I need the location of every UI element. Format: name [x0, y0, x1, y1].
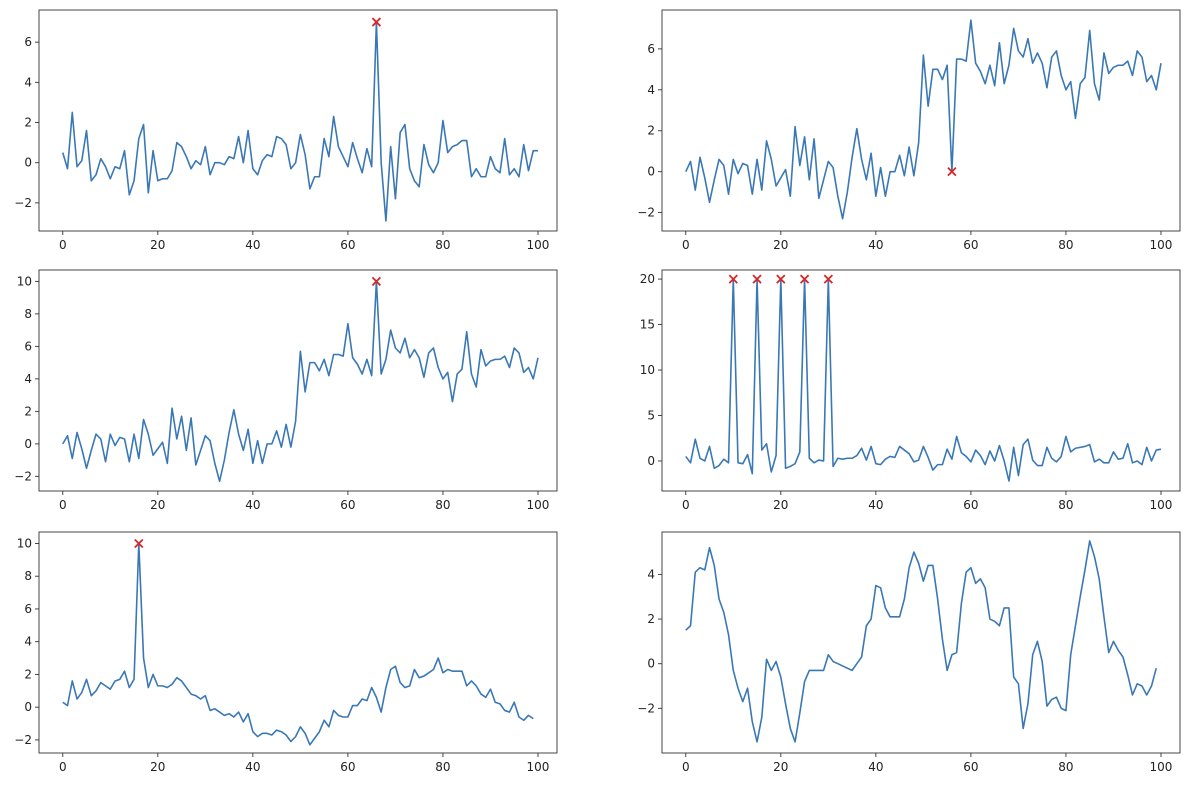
x-tick-label: 60	[340, 498, 355, 512]
x-tick-label: 20	[150, 760, 165, 774]
y-tick-label: 4	[24, 372, 32, 386]
y-tick-label: 2	[24, 667, 32, 681]
x-tick-label: 80	[435, 760, 450, 774]
y-tick-label: −2	[14, 196, 32, 210]
x-tick-label: 40	[868, 498, 883, 512]
x-tick-label: 20	[773, 760, 788, 774]
x-tick-label: 0	[682, 760, 690, 774]
y-tick-label: 5	[647, 409, 655, 423]
series-line	[62, 542, 534, 746]
x-tick-label: 60	[963, 498, 978, 512]
y-tick-label: 10	[17, 536, 32, 550]
x-tick-label: 0	[59, 498, 67, 512]
x-tick-label: 0	[682, 498, 690, 512]
x-tick-label: 20	[773, 498, 788, 512]
x-tick-label: 0	[682, 238, 690, 252]
y-tick-label: 2	[647, 124, 655, 138]
series-line	[685, 278, 1162, 482]
x-tick-label: 20	[773, 238, 788, 252]
anomaly-marker	[728, 274, 738, 284]
y-tick-label: 2	[24, 116, 32, 130]
anomaly-marker	[823, 274, 833, 284]
axes-frame	[38, 269, 558, 492]
subplot-2: 0 20 40 60 80 100 −2 0 2 4 6	[637, 9, 1181, 252]
axes-frame	[661, 531, 1181, 754]
x-tick-label: 20	[150, 238, 165, 252]
subplot-6: 0 20 40 60 80 100 −2 0 2 4	[637, 531, 1181, 774]
y-tick-label: −2	[14, 469, 32, 483]
y-tick-label: 4	[24, 635, 32, 649]
x-tick-label: 40	[868, 760, 883, 774]
axes-frame	[38, 9, 558, 232]
x-tick-label: 80	[1058, 238, 1073, 252]
x-tick-label: 0	[59, 238, 67, 252]
axes-frame	[38, 531, 558, 754]
x-tick-label: 100	[527, 498, 550, 512]
series-line	[61, 21, 538, 222]
y-tick-label: −2	[637, 206, 655, 220]
y-tick-label: 10	[17, 274, 32, 288]
y-tick-label: 15	[640, 318, 655, 332]
x-tick-label: 0	[59, 760, 67, 774]
x-tick-label: 40	[868, 238, 883, 252]
anomaly-marker	[799, 274, 810, 284]
anomaly-marker	[371, 17, 382, 27]
axes-frame	[661, 9, 1181, 232]
y-tick-label: 0	[647, 454, 655, 468]
y-tick-label: −2	[637, 701, 655, 715]
y-tick-label: 6	[24, 35, 32, 49]
y-tick-label: 6	[24, 339, 32, 353]
y-tick-label: 4	[24, 75, 32, 89]
x-tick-label: 80	[1058, 498, 1073, 512]
y-tick-label: 4	[647, 567, 655, 581]
x-tick-label: 80	[1058, 760, 1073, 774]
x-tick-label: 60	[340, 238, 355, 252]
series-line	[685, 19, 1162, 220]
x-tick-label: 100	[1150, 760, 1173, 774]
y-tick-label: 6	[647, 42, 655, 56]
x-tick-label: 100	[1150, 498, 1173, 512]
y-tick-label: 0	[647, 657, 655, 671]
anomaly-marker	[776, 274, 786, 284]
subplot-5: 0 20 40 60 80 100 −2 0 2 4 6 8 10	[14, 531, 558, 774]
y-tick-label: 20	[640, 272, 655, 286]
y-tick-label: 8	[24, 307, 32, 321]
y-tick-label: 4	[647, 83, 655, 97]
x-tick-label: 80	[435, 498, 450, 512]
subplot-1: 0 20 40 60 80 100 −2 0 2 4 6	[14, 9, 558, 252]
anomaly-marker	[752, 274, 762, 284]
anomaly-marker	[134, 538, 144, 549]
x-tick-label: 60	[963, 238, 978, 252]
axes-frame	[661, 269, 1181, 492]
x-tick-label: 60	[963, 760, 978, 774]
anomaly-marker	[371, 276, 382, 287]
y-tick-label: 2	[24, 404, 32, 418]
x-tick-label: 20	[150, 498, 165, 512]
x-tick-label: 40	[245, 498, 260, 512]
x-tick-label: 60	[340, 760, 355, 774]
x-tick-label: 40	[245, 760, 260, 774]
series-line	[685, 540, 1158, 743]
y-tick-label: 0	[24, 156, 32, 170]
y-tick-label: 0	[647, 165, 655, 179]
y-tick-label: 6	[24, 602, 32, 616]
y-tick-label: 0	[24, 700, 32, 714]
anomaly-marker	[947, 167, 957, 177]
x-tick-label: 100	[527, 760, 550, 774]
y-tick-label: 0	[24, 437, 32, 451]
x-tick-label: 80	[435, 238, 450, 252]
y-tick-label: −2	[14, 733, 32, 747]
x-tick-label: 100	[527, 238, 550, 252]
y-tick-label: 10	[640, 363, 655, 377]
subplot-4: 0 20 40 60 80 100 0 5 10 15 20	[640, 269, 1181, 512]
series-line	[62, 280, 539, 483]
y-tick-label: 2	[647, 612, 655, 626]
y-tick-label: 8	[24, 569, 32, 583]
x-tick-label: 40	[245, 238, 260, 252]
subplot-3: 0 20 40 60 80 100 −2 0 2 4 6 8 10	[14, 269, 558, 512]
x-tick-label: 100	[1150, 238, 1173, 252]
